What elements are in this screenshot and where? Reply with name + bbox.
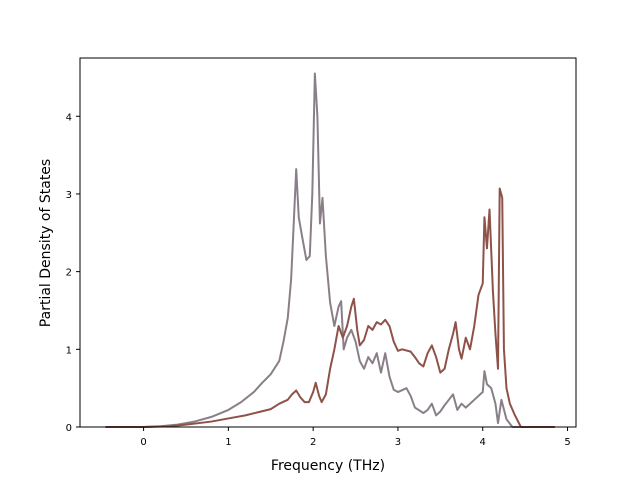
x-tick-label: 1 — [225, 437, 231, 448]
x-tick-label: 0 — [140, 437, 146, 448]
y-axis-title: Partial Density of States — [38, 159, 54, 327]
y-tick-label: 3 — [66, 190, 72, 201]
y-tick-label: 2 — [66, 268, 72, 279]
y-tick-label: 0 — [66, 423, 72, 434]
x-tick-label: 3 — [395, 437, 401, 448]
plot-frame — [79, 57, 577, 428]
series-line-2 — [105, 187, 555, 428]
y-tick-label: 1 — [66, 345, 72, 356]
y-tick-label: 4 — [66, 112, 72, 123]
x-tick-label: 5 — [564, 437, 570, 448]
ticks-layer: 0 1 2 3 4 5 0 1 2 3 4 — [66, 112, 571, 448]
series-line-1 — [105, 72, 555, 428]
x-tick-label: 2 — [310, 437, 316, 448]
series-layer — [105, 72, 555, 428]
x-tick-label: 4 — [480, 437, 486, 448]
x-axis-title: Frequency (THz) — [271, 458, 385, 474]
